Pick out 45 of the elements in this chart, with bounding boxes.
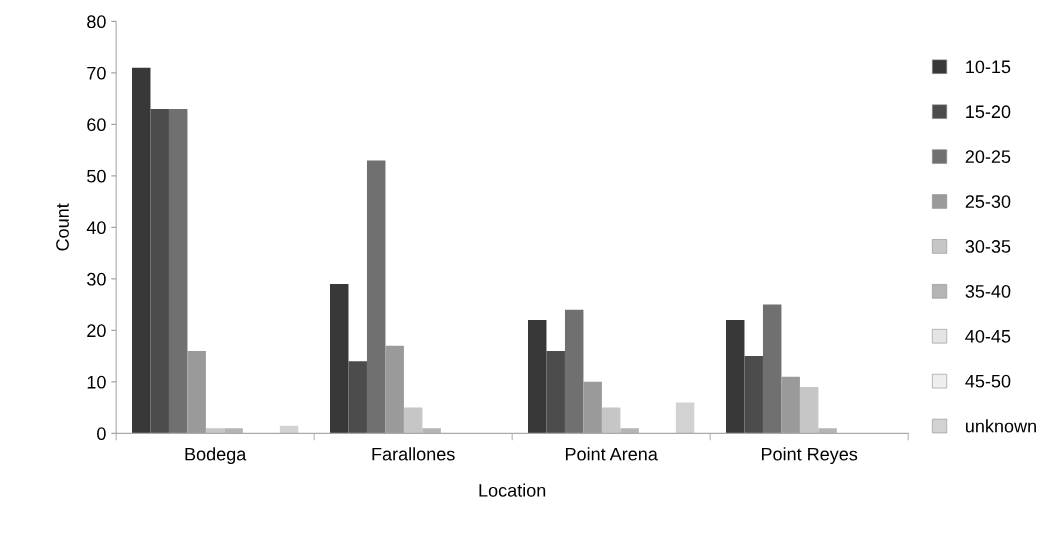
y-tick-label: 20 xyxy=(87,324,106,338)
y-tick-label: 40 xyxy=(86,221,106,235)
legend-label: 45-50 xyxy=(965,374,1011,388)
y-tick-label: 60 xyxy=(87,118,106,132)
y-axis-title: Count xyxy=(56,203,69,251)
bar xyxy=(762,304,782,434)
bar xyxy=(781,376,800,434)
x-tick-label: Point Reyes xyxy=(761,447,858,465)
legend-label: 15-20 xyxy=(966,105,1011,119)
bar xyxy=(385,345,404,434)
legend-label: unknown xyxy=(966,419,1036,433)
legend-label: 40-45 xyxy=(965,329,1011,343)
y-tick-label: 50 xyxy=(87,169,106,183)
bar xyxy=(601,407,621,434)
bar xyxy=(132,67,151,434)
y-tick-label: 70 xyxy=(87,66,106,80)
bar xyxy=(150,108,169,434)
bar xyxy=(403,407,423,434)
legend-label: 10-15 xyxy=(966,60,1011,74)
x-axis-title: Location xyxy=(479,483,546,497)
x-tick-label: Farallones xyxy=(372,447,455,461)
legend-label: 25-30 xyxy=(965,195,1011,208)
bar xyxy=(675,402,695,434)
bar xyxy=(744,356,763,434)
bar xyxy=(366,160,386,434)
bar xyxy=(726,320,745,434)
bar xyxy=(330,284,349,434)
bar xyxy=(564,309,584,434)
y-tick-label: 80 xyxy=(87,15,106,29)
legend-label: 30-35 xyxy=(965,240,1011,253)
x-tick-label: Point Arena xyxy=(565,447,658,461)
bar xyxy=(799,387,819,434)
bar xyxy=(205,428,225,434)
y-tick-label: 10 xyxy=(87,375,106,389)
x-tick-label: Bodega xyxy=(185,447,247,465)
bar xyxy=(528,320,547,434)
legend-label: 35-40 xyxy=(965,284,1011,298)
y-tick-label: 30 xyxy=(87,272,106,286)
y-tick-label: 0 xyxy=(97,427,106,441)
bar xyxy=(168,108,188,434)
bar xyxy=(348,361,367,434)
legend-label: 20-25 xyxy=(965,150,1011,164)
bar xyxy=(187,350,206,434)
bar xyxy=(546,350,565,434)
bar xyxy=(583,381,602,434)
